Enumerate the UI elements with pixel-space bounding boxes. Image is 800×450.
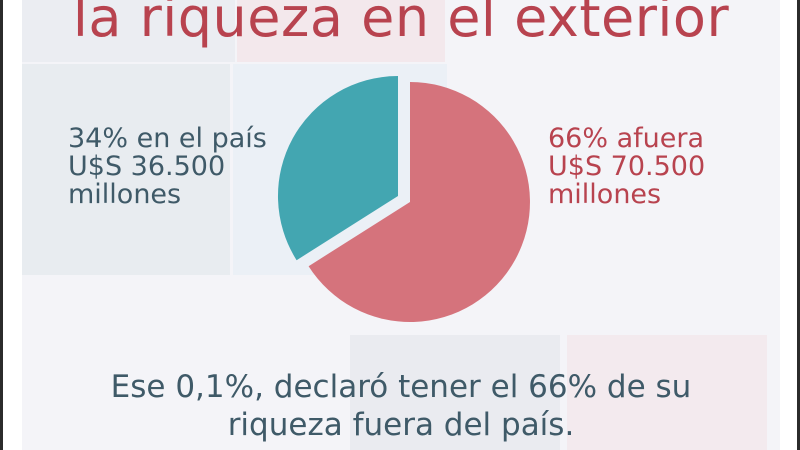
caption-line-1: Ese 0,1%, declaró tener el 66% de su: [110, 369, 692, 405]
pie-slice-en-el-pais: [277, 76, 398, 261]
bg-panel: [350, 335, 560, 450]
annotation-en-el-pais: 34% en el país U$S 36.500 millones: [68, 125, 267, 209]
bg-panel: [237, 0, 445, 62]
frame-border-left: [0, 0, 3, 450]
bg-panel: [22, 64, 230, 275]
annotation-percent: 34% en el país: [68, 123, 267, 154]
annotation-amount: U$S 70.500: [548, 151, 706, 182]
annotation-afuera: 66% afuera U$S 70.500 millones: [548, 125, 705, 209]
infographic-canvas: la riqueza en el exterior 34% en el país…: [22, 0, 780, 450]
chart-title: la riqueza en el exterior: [72, 0, 730, 49]
annotation-unit: millones: [548, 179, 662, 210]
caption-line-2: riqueza fuera del país.: [227, 407, 575, 443]
annotation-percent: 66% afuera: [548, 123, 705, 154]
annotation-unit: millones: [68, 179, 182, 210]
annotation-amount: U$S 36.500: [68, 151, 226, 182]
pie-slice-afuera: [308, 82, 530, 322]
bg-panel: [22, 0, 235, 62]
pie-chart: [277, 76, 530, 322]
frame-border-right: [797, 0, 800, 450]
bg-panel: [567, 335, 767, 450]
caption: Ese 0,1%, declaró tener el 66% de su riq…: [22, 368, 780, 444]
